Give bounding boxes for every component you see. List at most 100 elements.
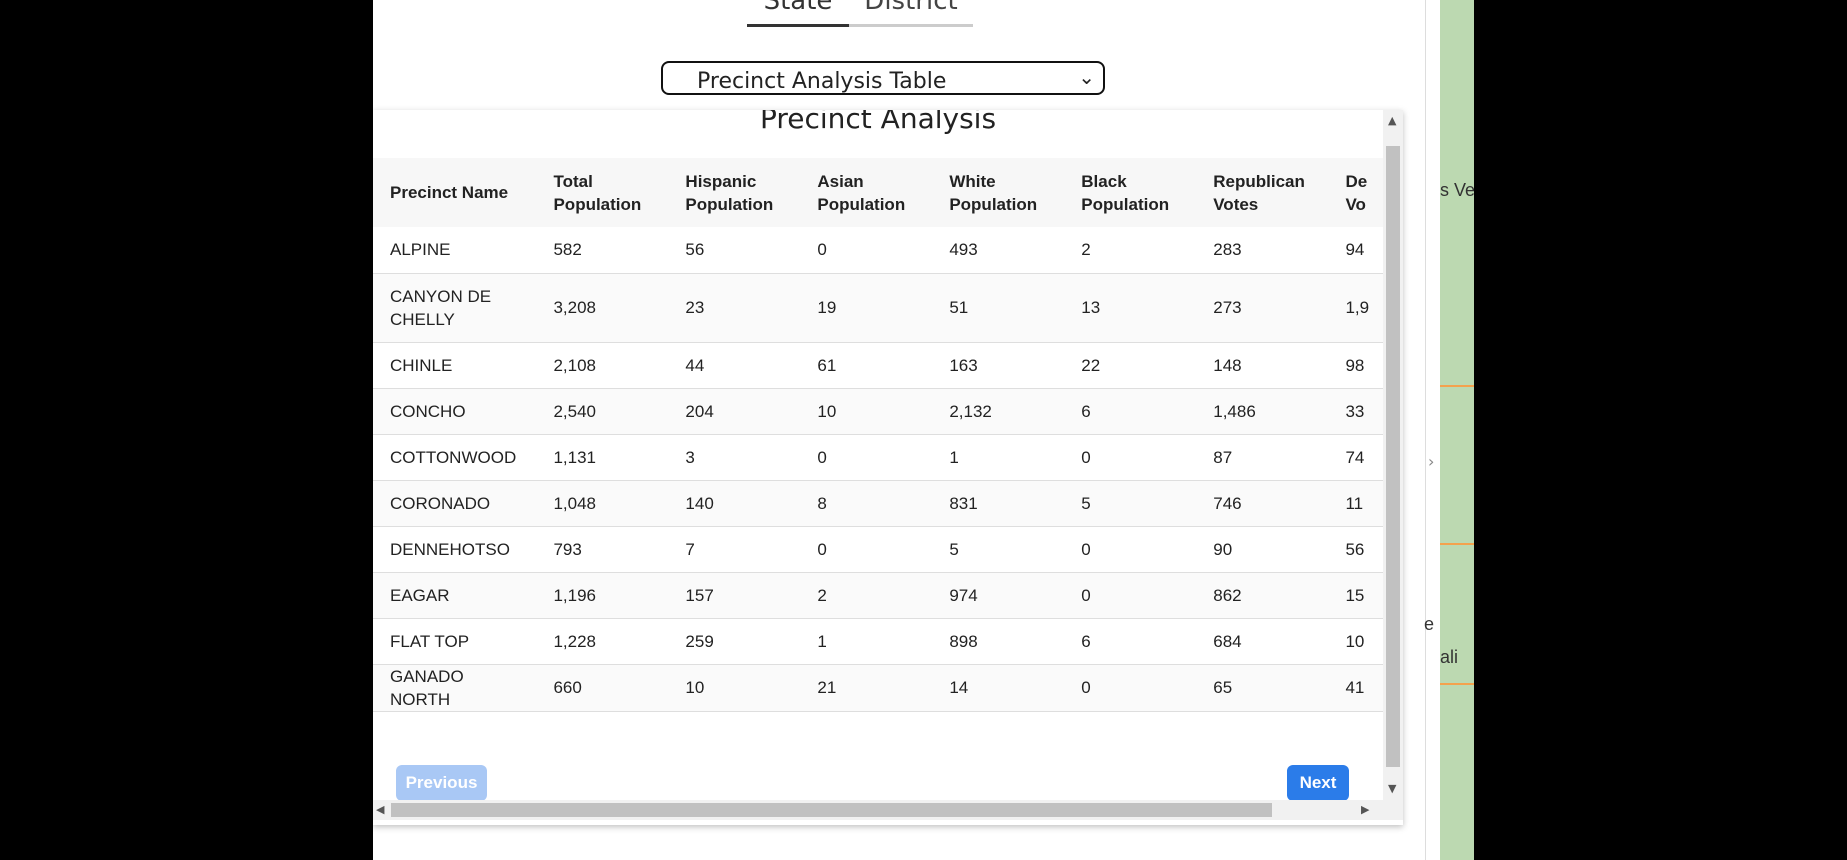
table-cell: 56 [685,240,705,260]
table-row[interactable]: FLAT TOP 1,228 259 1 898 6 684 10 [373,618,1403,664]
precinct-name-cell: ALPINE [390,240,451,260]
table-cell: 51 [949,298,969,317]
panel-divider [1425,0,1441,860]
scroll-up-icon[interactable]: ▲ [1388,114,1397,127]
table-cell: 0 [817,539,827,559]
map-road [1440,385,1474,387]
table-row[interactable]: ALPINE 582 56 0 493 2 283 94 [373,227,1403,273]
table-cell: 3,208 [553,298,597,317]
precinct-name-cell: FLAT TOP [390,631,470,651]
table-cell: 0 [817,447,827,467]
precinct-name-cell: DENNEHOTSO [390,539,510,559]
table-cell: 74 [1345,447,1365,467]
table-cell: 259 [685,631,714,651]
table-cell: 1,9 [1345,298,1370,317]
table-cell: 0 [1081,585,1091,605]
table-cell: 898 [949,631,978,651]
background [1474,0,1847,860]
table-cell: 493 [949,240,978,260]
table-cell: 94 [1345,240,1365,260]
table-cell: 3 [685,447,695,467]
table-cell: 2 [817,585,827,605]
column-header-white-population[interactable]: White Population [949,171,1038,214]
precinct-table: Precinct Name Total Population Hispanic Po… [373,158,1403,712]
table-cell: 273 [1213,298,1242,317]
table-cell: 21 [817,678,837,697]
precinct-name-cell: CANYON DE CHELLY [390,286,492,329]
scroll-right-icon[interactable]: ▶ [1361,803,1370,816]
table-cell: 8 [817,493,827,513]
map-road [1440,543,1474,545]
table-scroll-container[interactable]: Precinct Analysis Precinct Name Total Pop… [373,110,1403,825]
table-cell: 2 [1081,240,1091,260]
table-cell: 582 [553,240,582,260]
table-cell: 862 [1213,585,1242,605]
precinct-name-cell: CHINLE [390,355,453,375]
table-cell: 98 [1345,355,1365,375]
column-header-total-population[interactable]: Total Population [553,171,642,214]
view-tabs: State District [747,0,977,27]
table-cell: 0 [1081,539,1091,559]
horizontal-scrollbar[interactable]: ◀ ▶ [373,800,1403,820]
table-cell: 10 [817,401,837,421]
table-cell: 65 [1213,678,1233,697]
table-cell: 41 [1345,678,1365,697]
map-view[interactable] [1440,0,1474,860]
table-cell: 157 [685,585,714,605]
table-row[interactable]: CHINLE 2,108 44 61 163 22 148 98 [373,342,1403,388]
table-cell: 1,048 [553,493,597,513]
table-cell: 33 [1345,401,1365,421]
table-cell: 6 [1081,631,1091,651]
table-row[interactable]: EAGAR 1,196 157 2 974 0 862 15 [373,572,1403,618]
table-cell: 7 [685,539,695,559]
table-cell: 2,132 [949,401,992,421]
table-row[interactable]: CANYON DE CHELLY 3,208 23 19 51 13 273 1,9 [373,273,1403,342]
table-cell: 15 [1345,585,1365,605]
map-label-place-2: ali [1440,647,1459,667]
map-road [1440,683,1474,685]
chevron-down-icon: ⌄ [1078,65,1095,89]
precinct-name-cell: EAGAR [390,585,450,605]
table-row[interactable]: CORONADO 1,048 140 8 831 5 746 11 [373,480,1403,526]
vertical-scrollbar[interactable]: ▲ ▼ [1383,110,1403,805]
tab-state[interactable]: State [747,0,849,27]
table-cell: 11 [1345,493,1364,513]
table-cell: 14 [949,678,969,697]
table-row[interactable]: COTTONWOOD 1,131 3 0 1 0 87 74 [373,434,1403,480]
tab-district[interactable]: District [849,0,973,27]
table-cell: 87 [1213,447,1233,467]
table-row[interactable]: DENNEHOTSO 793 7 0 5 0 90 56 [373,526,1403,572]
column-header-hispanic-population[interactable]: Hispanic Population [685,171,774,214]
view-select[interactable]: Precinct Analysis Table ⌄ [661,61,1105,95]
column-header-asian-population[interactable]: Asian Population [817,171,906,214]
table-cell: 13 [1081,298,1101,317]
table-row[interactable]: CONCHO 2,540 204 10 2,132 6 1,486 33 [373,388,1403,434]
precinct-name-cell: CORONADO [390,493,491,513]
precinct-name-cell: GANADO NORTH [390,666,464,709]
scroll-left-icon[interactable]: ◀ [376,803,385,816]
map-label-place: e [1424,614,1435,634]
table-row[interactable]: GANADO NORTH 660 10 21 14 0 65 41 [373,664,1403,711]
analysis-panel: State District Precinct Analysis Table ⌄… [373,0,1427,860]
chevron-right-icon[interactable]: › [1428,452,1435,471]
table-cell: 6 [1081,401,1091,421]
column-header-democratic-votes[interactable]: De Vo [1345,171,1368,214]
table-cell: 0 [1081,447,1091,467]
table-cell: 1,131 [553,447,597,467]
column-header-precinct-name[interactable]: Precinct Name [390,183,509,202]
horizontal-scroll-thumb[interactable] [391,803,1272,817]
table-cell: 10 [685,678,705,697]
next-button[interactable]: Next [1287,765,1349,801]
vertical-scroll-thumb[interactable] [1386,146,1400,767]
table-cell: 56 [1345,539,1365,559]
scroll-down-icon[interactable]: ▼ [1388,782,1397,795]
table-cell: 1,486 [1213,401,1256,421]
table-cell: 746 [1213,493,1242,513]
previous-button[interactable]: Previous [396,765,487,801]
table-cell: 44 [685,355,705,375]
table-cell: 974 [949,585,978,605]
table-cell: 684 [1213,631,1242,651]
table-cell: 0 [817,240,827,260]
column-header-black-population[interactable]: Black Population [1081,171,1170,214]
column-header-republican-votes[interactable]: Republican Votes [1213,171,1305,214]
